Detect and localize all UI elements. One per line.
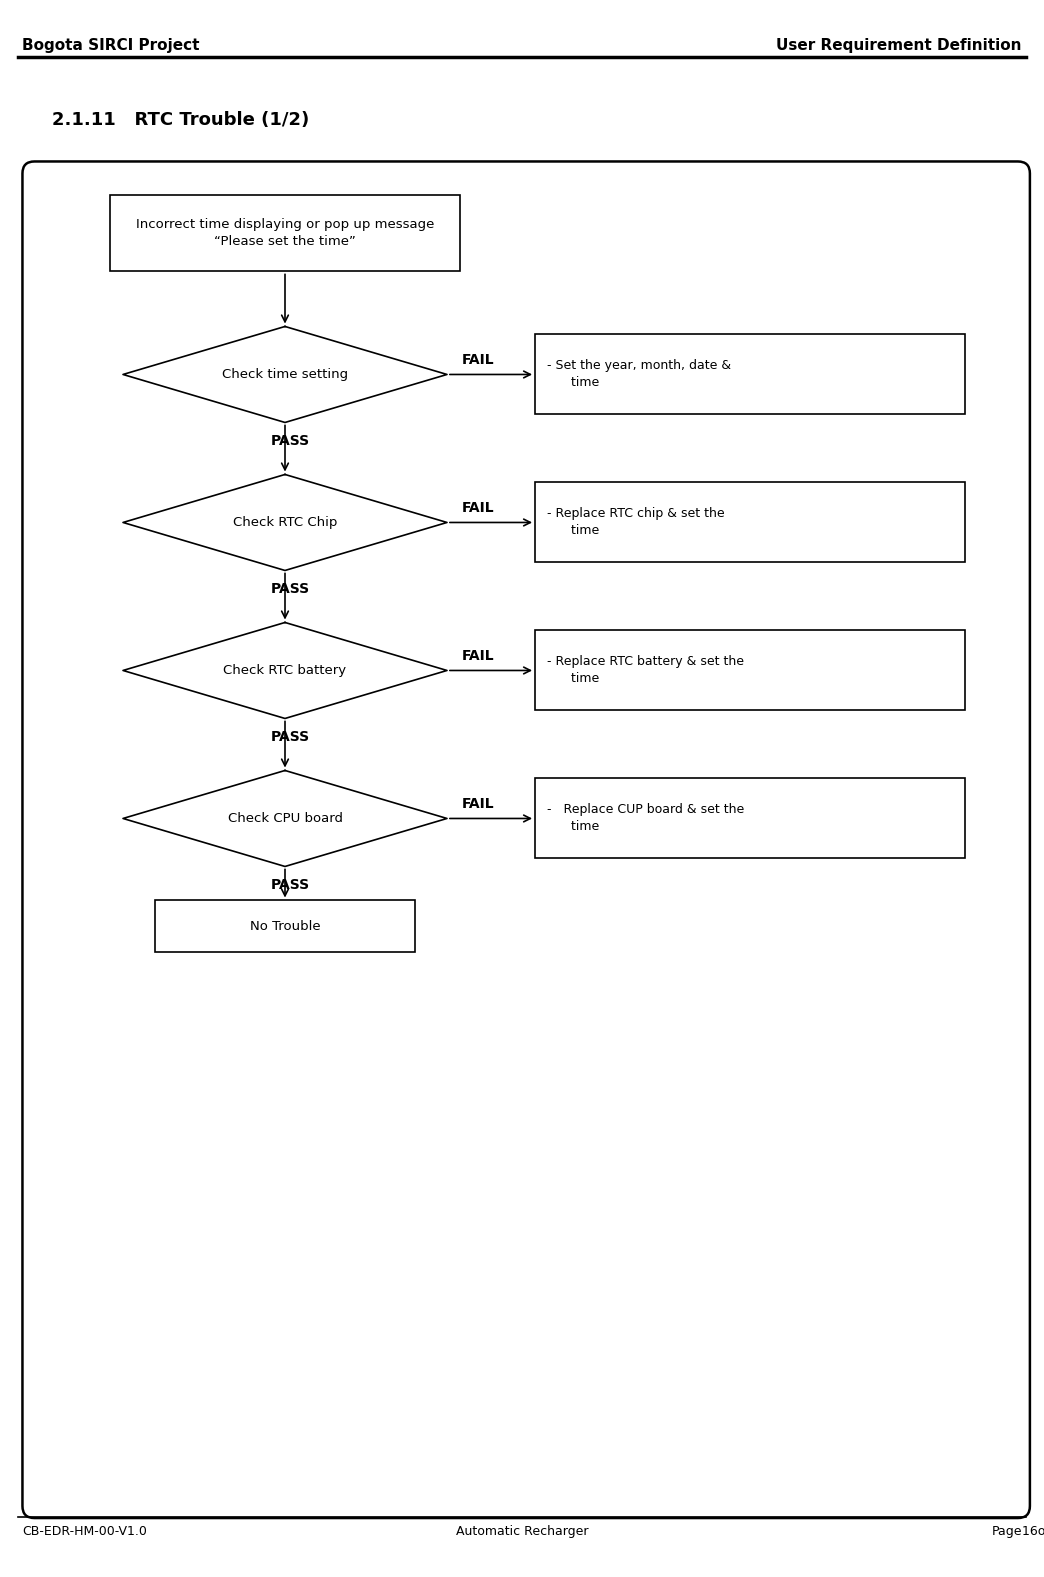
Text: PASS: PASS (270, 434, 310, 448)
Text: -   Replace CUP board & set the
      time: - Replace CUP board & set the time (547, 803, 744, 834)
Text: Incorrect time displaying or pop up message
“Please set the time”: Incorrect time displaying or pop up mess… (136, 219, 434, 249)
FancyBboxPatch shape (23, 161, 1029, 1519)
Text: 16of All: 16of All (1022, 1525, 1044, 1538)
Text: Check CPU board: Check CPU board (228, 812, 342, 825)
Text: No Trouble: No Trouble (250, 919, 321, 934)
Text: 2.1.11   RTC Trouble (1/2): 2.1.11 RTC Trouble (1/2) (52, 110, 309, 129)
Bar (535, 483, 965, 563)
Text: Check RTC Chip: Check RTC Chip (233, 516, 337, 528)
Bar (535, 779, 965, 858)
Text: CB-EDR-HM-00-V1.0: CB-EDR-HM-00-V1.0 (22, 1525, 147, 1538)
Bar (535, 334, 965, 415)
Text: FAIL: FAIL (462, 501, 495, 516)
Text: Bogota SIRCI Project: Bogota SIRCI Project (22, 38, 199, 52)
Text: FAIL: FAIL (462, 798, 495, 812)
Text: User Requirement Definition: User Requirement Definition (777, 38, 1022, 52)
Text: - Set the year, month, date &
      time: - Set the year, month, date & time (547, 360, 731, 390)
Text: PASS: PASS (270, 582, 310, 596)
Text: Check time setting: Check time setting (222, 367, 348, 382)
Text: PASS: PASS (270, 730, 310, 744)
Text: PASS: PASS (270, 878, 310, 893)
Text: FAIL: FAIL (462, 353, 495, 367)
Bar (535, 631, 965, 711)
Text: - Replace RTC battery & set the
      time: - Replace RTC battery & set the time (547, 656, 744, 686)
Bar (155, 900, 416, 953)
Text: - Replace RTC chip & set the
      time: - Replace RTC chip & set the time (547, 508, 725, 538)
Bar (110, 196, 460, 271)
Text: Check RTC battery: Check RTC battery (223, 664, 347, 677)
Text: FAIL: FAIL (462, 650, 495, 664)
Text: Automatic Recharger: Automatic Recharger (456, 1525, 588, 1538)
Text: Page: Page (992, 1525, 1022, 1538)
